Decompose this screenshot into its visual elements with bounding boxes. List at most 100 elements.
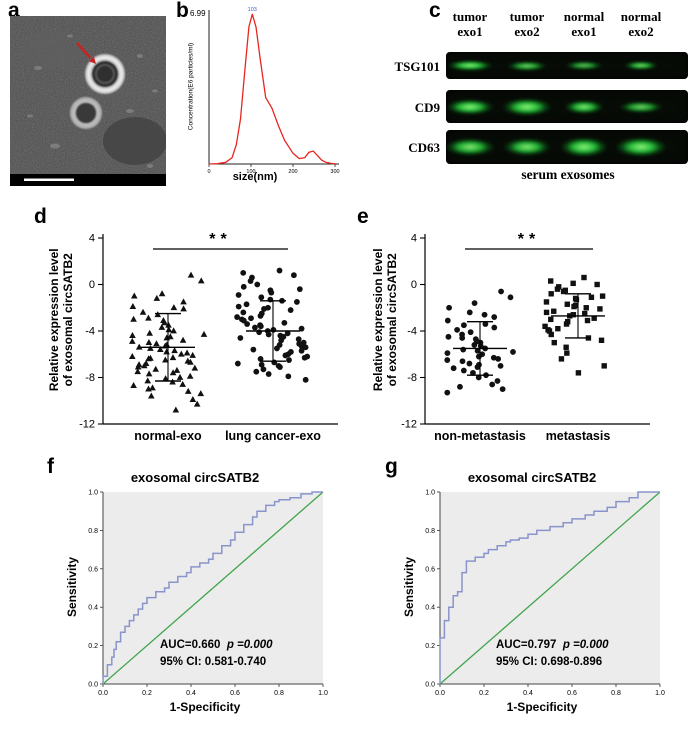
roc-plot-g: 0.00.0 0.2 0.2 0.4 0.4 0.6 0.6 0.8 0.8 1.0 1.0 <box>425 490 665 698</box>
panel-a-letter: a <box>8 0 20 22</box>
protein-band <box>624 61 658 70</box>
svg-text:0.4: 0.4 <box>186 690 196 697</box>
scatter-normal-vs-cancer: 4 0 -4 -8 -12 normal-exo lung cancer-exo ** <box>79 231 338 443</box>
points-triangle <box>128 271 208 413</box>
blot-row-label-tsg101: TSG101 <box>394 59 440 74</box>
svg-text:0.4: 0.4 <box>523 690 533 697</box>
svg-text:0: 0 <box>89 279 95 291</box>
svg-text:-4: -4 <box>85 326 95 338</box>
svg-text:metastasis: metastasis <box>546 429 611 443</box>
svg-text:lung cancer-exo: lung cancer-exo <box>225 429 321 443</box>
svg-text:0: 0 <box>411 279 417 291</box>
blot-strip-tsg101 <box>446 52 688 79</box>
svg-text:-8: -8 <box>407 372 417 384</box>
svg-text:300: 300 <box>330 169 339 175</box>
protein-band <box>502 97 552 116</box>
g-auc-line: AUC=0.797 p =0.000 <box>496 637 609 654</box>
svg-text:0.4: 0.4 <box>88 605 98 612</box>
blot-col-header-1: tumor exo1 <box>452 9 488 39</box>
tem-arrow-head <box>88 56 96 64</box>
panel-b-letter: b <box>176 0 189 22</box>
f-auc-line: AUC=0.660 p =0.000 <box>160 637 273 654</box>
svg-text:**: ** <box>518 231 540 248</box>
f-x-axis-title: 1-Specificity <box>169 700 241 714</box>
svg-text:0.6: 0.6 <box>425 566 435 573</box>
tem-debris <box>27 34 158 168</box>
mean-sd-error-bar <box>551 293 605 339</box>
exosome-vesicle-second <box>70 97 102 129</box>
svg-text:-4: -4 <box>407 326 417 338</box>
tem-dark-region <box>103 117 166 165</box>
protein-band <box>565 61 603 70</box>
svg-text:1.0: 1.0 <box>88 490 98 497</box>
svg-text:0.0: 0.0 <box>425 682 435 689</box>
scatter-metastasis: 4 0 -4 -8 -12 non-metastasis metastasis ** <box>401 231 650 443</box>
mean-sd-error-bar <box>453 320 507 376</box>
g-title: exosomal circSATB2 <box>467 470 597 485</box>
roc-axes: 0.00.0 0.2 0.2 0.4 0.4 0.6 0.6 0.8 0.8 1.0 1.0 <box>88 490 328 698</box>
f-auc-value: AUC=0.660 <box>160 639 221 651</box>
nta-size-plot: 0 100 200 300 103 <box>207 7 340 175</box>
mean-sd-error-bar <box>141 312 195 382</box>
protein-band <box>446 98 494 115</box>
reference-diagonal <box>439 491 661 685</box>
svg-text:4: 4 <box>411 233 417 245</box>
svg-text:normal-exo: normal-exo <box>134 429 202 443</box>
svg-text:0.8: 0.8 <box>611 690 621 697</box>
panel-g-letter: g <box>385 455 398 478</box>
points-square <box>542 274 607 376</box>
g-annotation: AUC=0.797 p =0.000 95% CI: 0.698-0.896 <box>496 637 609 670</box>
b-axes: 0 100 200 300 <box>207 10 340 175</box>
mean-sd-error-bar <box>246 300 300 362</box>
b-ymax-label: 6.99 <box>190 9 206 18</box>
svg-text:0.2: 0.2 <box>142 690 152 697</box>
significance-bracket: ** <box>465 231 593 250</box>
blot-col-header-4: normal exo2 <box>620 9 662 39</box>
f-title: exosomal circSATB2 <box>130 470 260 485</box>
reference-diagonal <box>102 491 324 685</box>
protein-band <box>447 60 493 71</box>
tem-light-region <box>20 30 80 70</box>
blot-row-label-cd63: CD63 <box>408 140 440 155</box>
svg-text:-12: -12 <box>79 419 95 431</box>
protein-band <box>507 60 547 71</box>
tem-micrograph <box>10 16 166 186</box>
protein-band <box>564 99 604 114</box>
panel-e-letter: e <box>357 205 369 228</box>
g-p-value: p =0.000 <box>562 639 609 651</box>
f-annotation: AUC=0.660 p =0.000 95% CI: 0.581-0.740 <box>160 637 273 670</box>
svg-text:0: 0 <box>207 169 210 175</box>
svg-text:**: ** <box>209 231 231 248</box>
svg-text:200: 200 <box>288 169 297 175</box>
blot-strip-cd63 <box>445 130 688 164</box>
panel-c-letter: c <box>429 0 441 22</box>
svg-text:0.8: 0.8 <box>274 690 284 697</box>
f-p-value: p =0.000 <box>226 639 273 651</box>
panel-d-letter: d <box>34 205 47 228</box>
svg-text:non-metastasis: non-metastasis <box>434 429 526 443</box>
blot-row-label-cd9: CD9 <box>414 100 440 115</box>
svg-text:4: 4 <box>89 233 95 245</box>
exosome-vesicle-main <box>85 54 125 94</box>
protein-band <box>445 138 495 156</box>
svg-text:1.0: 1.0 <box>655 690 665 697</box>
protein-band <box>619 100 663 113</box>
svg-text:-8: -8 <box>85 372 95 384</box>
scatter-axes: 4 0 -4 -8 -12 <box>401 233 650 431</box>
g-auc-value: AUC=0.797 <box>496 639 557 651</box>
roc-curve <box>439 491 660 684</box>
g-x-axis-title: 1-Specificity <box>506 700 578 714</box>
svg-text:0.0: 0.0 <box>435 690 445 697</box>
svg-text:0.6: 0.6 <box>567 690 577 697</box>
blot-strip-cd9 <box>446 90 688 123</box>
points-circle <box>444 288 516 396</box>
svg-text:0.8: 0.8 <box>88 528 98 535</box>
svg-text:0.2: 0.2 <box>425 643 435 650</box>
svg-text:0.2: 0.2 <box>479 690 489 697</box>
g-ci-value: 95% CI: 0.698-0.896 <box>496 655 603 668</box>
scale-bar <box>24 178 74 181</box>
b-x-axis-title: size(nm) <box>232 171 278 183</box>
tem-arrow-line <box>76 42 91 59</box>
tem-bottom-bar <box>10 174 166 186</box>
